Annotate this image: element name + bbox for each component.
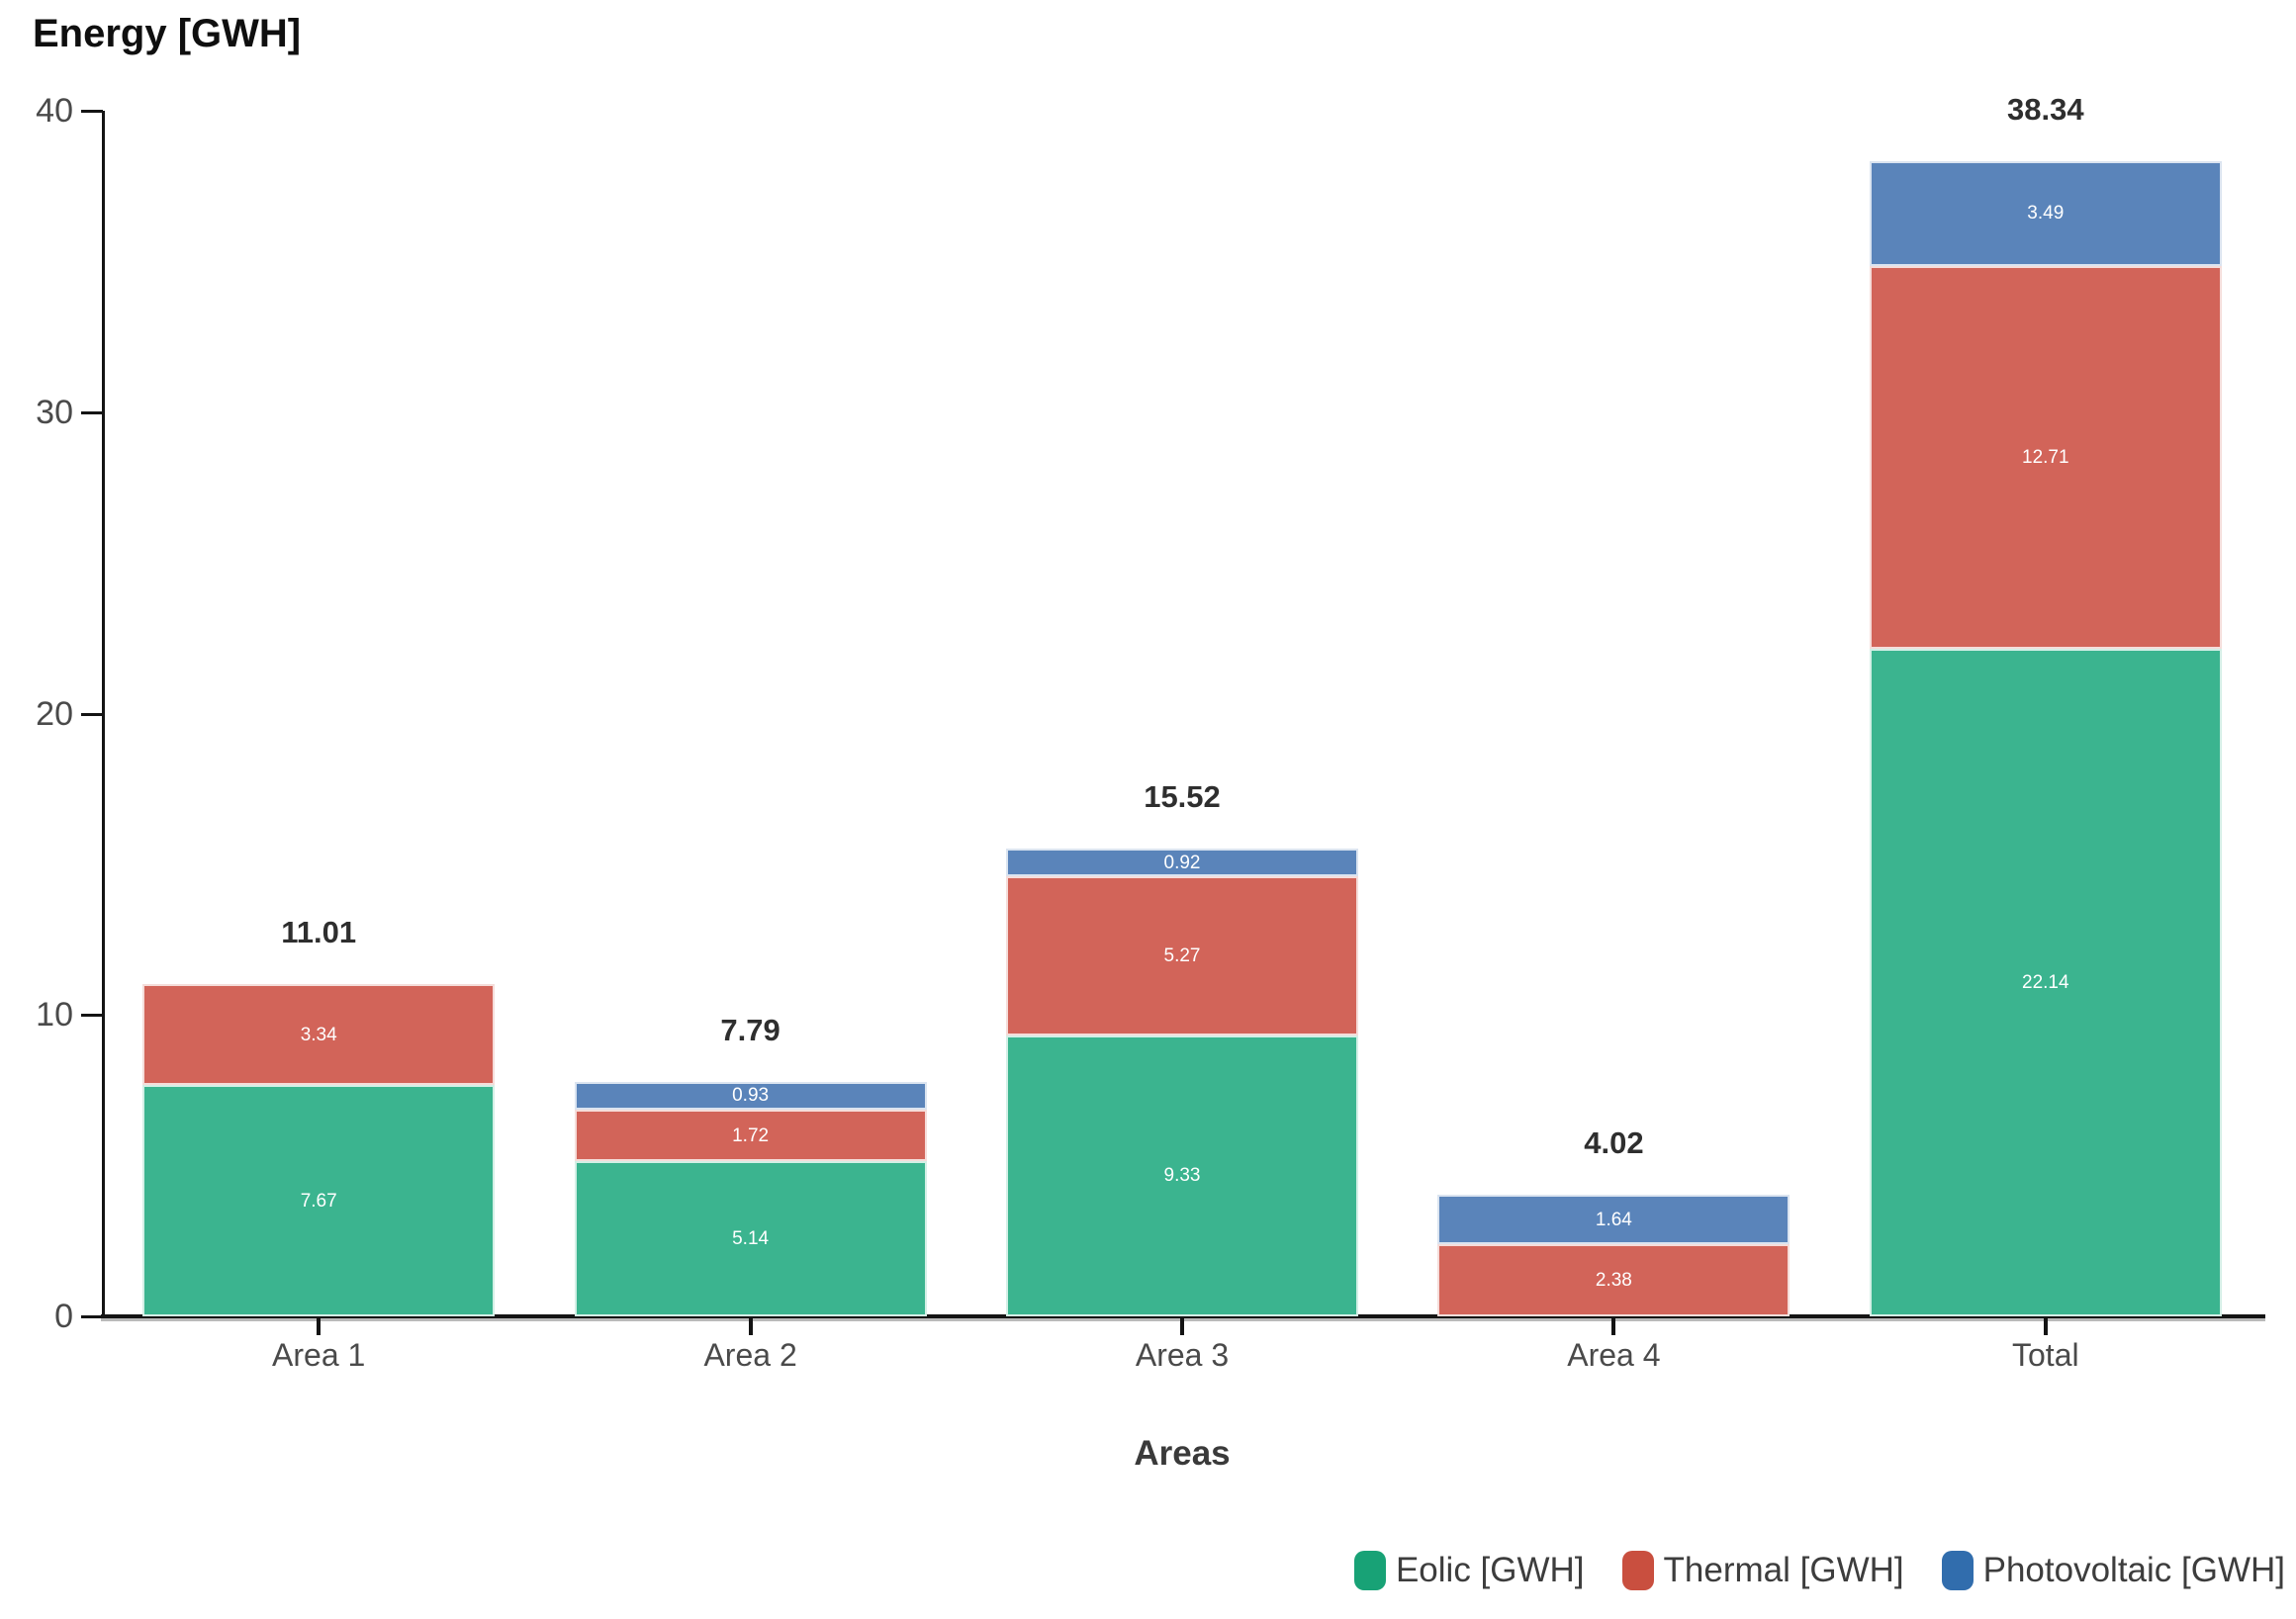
bar-segment-thermal: 1.72 [574,1109,927,1162]
y-tick-mark [81,1315,103,1318]
x-tick-mark [748,1316,753,1335]
bar-segment-eolic: 22.14 [1869,649,2222,1316]
legend-label: Eolic [GWH] [1395,1551,1585,1589]
x-tick-label: Area 3 [1135,1337,1230,1373]
bar-segment-eolic: 7.67 [142,1085,496,1316]
x-tick-label: Total [2012,1337,2079,1373]
bar-segment-value: 0.92 [1163,852,1201,873]
y-tick-mark [81,410,103,414]
x-tick-label: Area 1 [272,1337,366,1373]
x-tick-label: Area 4 [1567,1337,1661,1373]
legend-item-thermal: Thermal [GWH] [1621,1551,1904,1590]
bar-total-label: 11.01 [281,915,357,950]
bar-segment-value: 1.64 [1595,1209,1632,1230]
x-tick-mark [1180,1316,1184,1335]
bar-segment-value: 3.34 [300,1024,337,1045]
bar-segment-thermal: 12.71 [1869,265,2222,650]
bar-segment-value: 7.67 [300,1190,337,1212]
legend-swatch-thermal [1621,1551,1654,1590]
bar-segment-value: 2.38 [1595,1270,1632,1292]
x-tick-label: Area 2 [703,1337,797,1373]
bar-segment-thermal: 3.34 [142,984,496,1086]
bar-segment-photovoltaic: 1.64 [1437,1195,1791,1245]
bar-segment-value: 0.93 [732,1085,770,1107]
bar-segment-value: 1.72 [732,1124,770,1146]
y-tick-mark [81,110,103,113]
bar-total-label: 4.02 [1584,1125,1644,1161]
y-tick-label: 0 [54,1298,73,1335]
bar-segment-value: 12.71 [2022,447,2069,469]
y-axis-line [102,111,105,1318]
legend: Eolic [GWH] Thermal [GWH] Photovoltaic [GW… [1353,1551,2285,1590]
y-tick-label: 30 [36,393,73,431]
bar-total-label: 7.79 [720,1012,781,1047]
bar-segment-value: 5.14 [732,1228,770,1250]
y-tick-label: 40 [36,92,73,130]
x-tick-mark [1611,1316,1616,1335]
bar-segment-value: 22.14 [2022,972,2069,994]
bar-segment-eolic: 5.14 [574,1161,927,1316]
legend-swatch-eolic [1353,1551,1386,1590]
bar-total-label: 38.34 [2007,91,2084,127]
y-tick-label: 10 [36,996,73,1034]
bar-segment-thermal: 2.38 [1437,1244,1791,1316]
legend-label: Photovoltaic [GWH] [1982,1551,2285,1589]
legend-swatch-photovoltaic [1941,1551,1974,1590]
legend-item-photovoltaic: Photovoltaic [GWH] [1941,1551,2285,1590]
y-tick-mark [81,1014,103,1018]
bar-segment-photovoltaic: 0.93 [574,1081,927,1110]
legend-item-eolic: Eolic [GWH] [1353,1551,1585,1590]
x-axis-title: Areas [1134,1434,1231,1473]
bar-segment-value: 3.49 [2027,203,2065,225]
bar-total-label: 15.52 [1144,779,1221,815]
legend-label: Thermal [GWH] [1663,1551,1904,1589]
bar-segment-photovoltaic: 3.49 [1869,160,2222,266]
bar-segment-thermal: 5.27 [1006,876,1358,1035]
bar-segment-eolic: 9.33 [1006,1034,1358,1316]
y-tick-label: 20 [36,694,73,733]
x-tick-mark [2043,1316,2048,1335]
bar-segment-photovoltaic: 0.92 [1006,849,1358,877]
x-tick-mark [317,1316,321,1335]
bar-segment-value: 5.27 [1163,944,1201,966]
chart-title: Energy [GWH] [33,12,302,55]
bar-segment-value: 9.33 [1163,1165,1201,1187]
y-tick-mark [81,712,103,716]
